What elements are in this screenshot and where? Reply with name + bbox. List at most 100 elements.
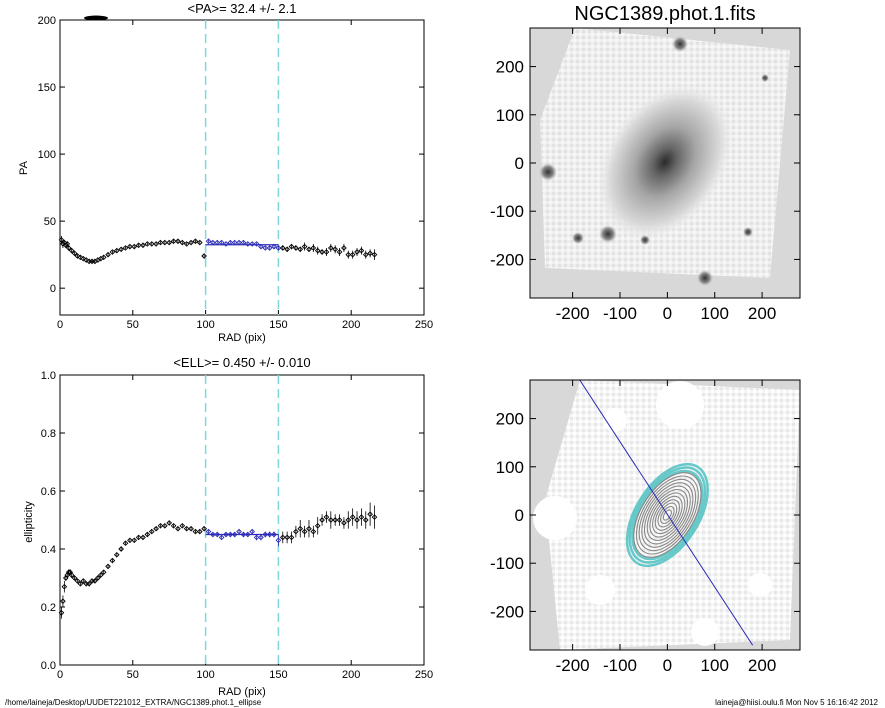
contour-x-ticks: -200 -100 0 100 200 [556,380,776,675]
point-marker [201,525,207,532]
data-point [86,258,92,265]
point-marker [301,528,308,535]
x-tick-label: 200 [342,669,360,681]
data-point [140,242,146,249]
outer-isophote [628,466,707,564]
point-marker [89,258,95,265]
data-point [61,580,68,593]
point-marker [100,569,107,576]
point-marker [314,247,321,254]
isophote [660,505,675,525]
pa-offscale-points [84,15,108,21]
ell-title: <ELL>= 0.450 +/- 0.010 [173,355,310,370]
point-marker [65,569,72,576]
data-point [71,250,78,257]
y-tick-label: 200 [38,15,56,27]
point-marker [371,514,378,520]
point-marker [77,580,84,587]
data-point [345,511,352,529]
point-marker [131,243,138,250]
point-marker [188,525,194,532]
data-point [175,525,181,532]
y-tick-label: 0 [515,506,524,525]
y-tick-label: 1.0 [41,370,56,382]
point-marker [113,551,120,558]
data-point [97,572,104,578]
point-marker [358,247,365,254]
point-marker [336,249,343,255]
data-point [179,522,186,529]
isophote [638,478,697,552]
isophote [649,492,686,538]
data-point [122,245,129,251]
data-point [179,239,186,246]
data-point [77,580,84,587]
data-point [362,511,369,529]
data-point [310,525,317,538]
x-tick-label: -100 [603,656,637,675]
point-marker [345,517,352,523]
data-point [249,528,256,535]
data-point [113,551,120,558]
point-marker [89,578,95,584]
ell-x-ticks: 0 50 100 150 200 250 [57,375,433,681]
point-marker [297,525,304,532]
y-tick-label: 100 [496,106,524,125]
point-marker [253,241,260,247]
field-stars [539,36,769,286]
point-marker [71,575,78,581]
data-point [60,595,66,607]
point-marker [153,525,159,532]
data-point [297,520,304,538]
x-tick-label: -200 [556,304,590,323]
y-tick-label: 100 [38,149,56,161]
data-point [341,517,347,529]
data-point [332,245,339,254]
data-point [354,511,360,529]
isophote [652,495,683,535]
point-marker [196,239,203,246]
outer-isophote [625,462,709,568]
data-point [323,511,330,523]
point-marker [83,580,90,587]
point-marker [349,514,356,520]
x-tick-label: 0 [663,304,672,323]
point-marker [323,249,330,255]
data-point [83,580,90,587]
point-marker [288,243,295,250]
footer-path: /home/laineja/Desktop/UUDET221012_EXTRA/… [5,698,262,707]
y-tick-label: -200 [490,250,524,269]
point-marker [86,258,92,265]
x-tick-label: 200 [342,319,360,331]
point-marker [153,241,159,247]
data-point [336,514,343,526]
point-marker [301,243,308,250]
point-marker [58,609,65,616]
point-marker [65,245,72,251]
major-axis-line [579,379,754,646]
point-marker [140,242,146,249]
data-point [288,531,295,544]
data-point [118,546,124,552]
point-marker [144,531,151,538]
point-marker [166,520,173,526]
point-marker [367,511,373,518]
point-marker [80,578,87,584]
y-tick-label: 0 [50,283,56,295]
x-tick-label: -100 [603,304,637,323]
point-marker [306,525,312,532]
data-point [341,243,347,252]
y-tick-label: 100 [496,458,524,477]
data-point [371,249,378,261]
point-marker [166,239,173,246]
data-point [166,239,173,246]
data-point [266,245,273,251]
point-marker [323,514,330,520]
y-tick-label: 0.2 [41,602,56,614]
data-point [301,525,308,538]
image-x-ticks: -200 -100 0 100 200 [556,28,776,323]
data-point [201,525,207,532]
data-point [314,246,321,255]
x-tick-label: 0 [663,656,672,675]
